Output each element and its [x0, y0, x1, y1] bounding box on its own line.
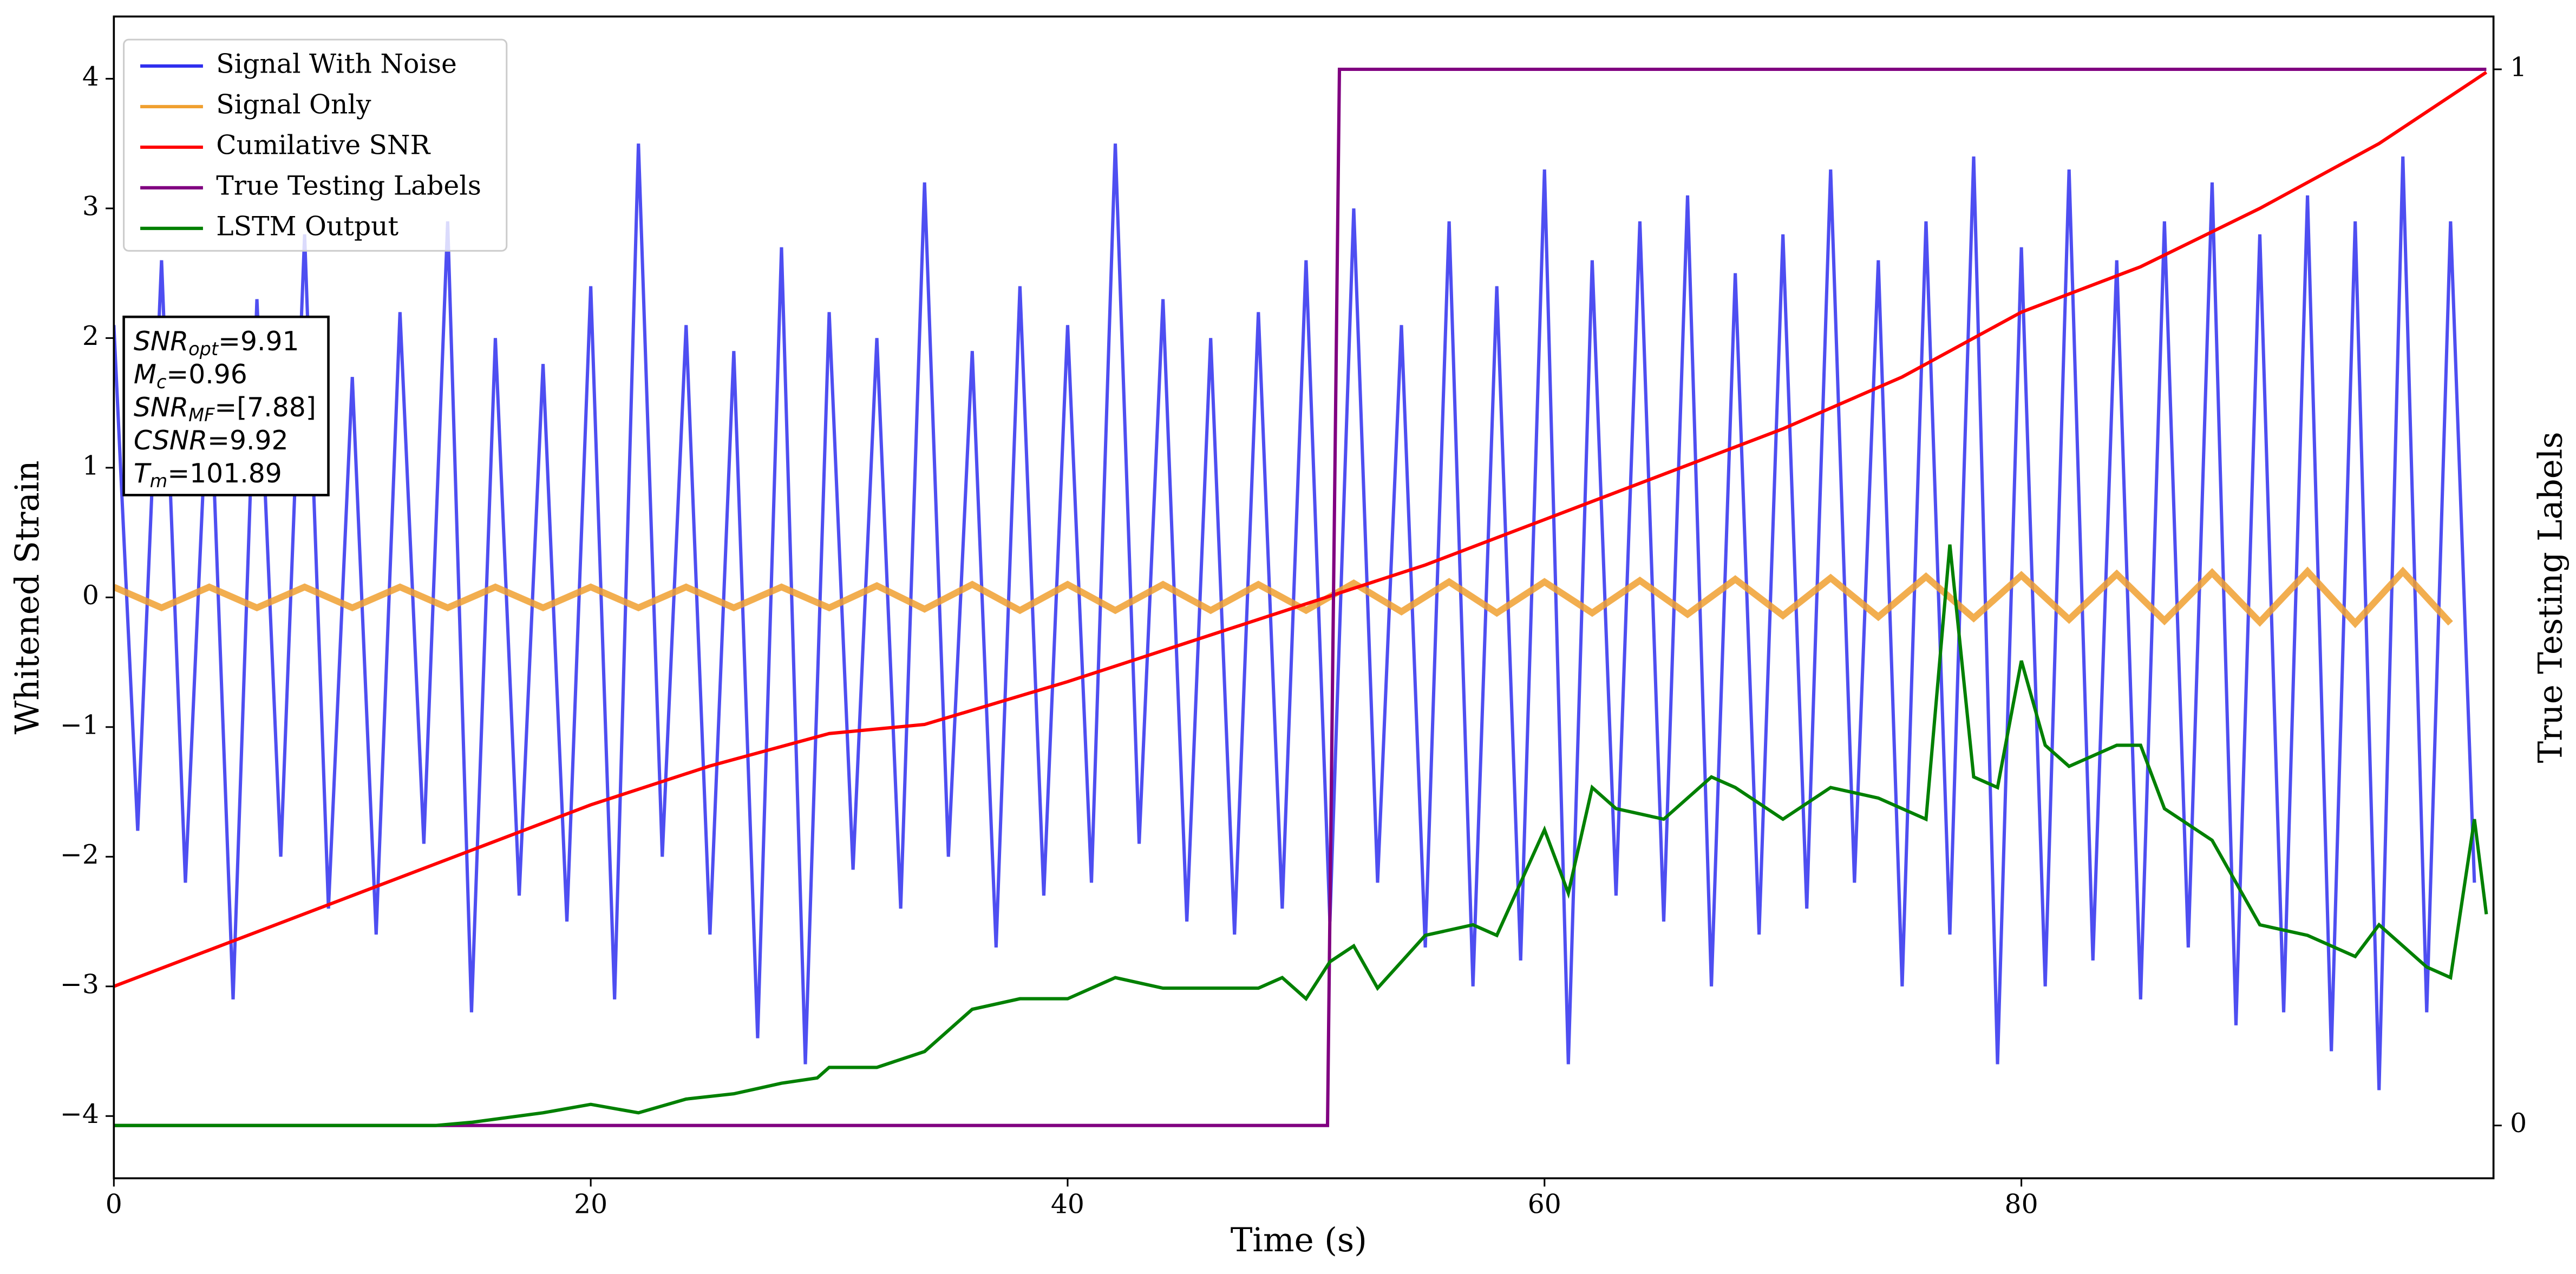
annotation-subscript: m: [150, 470, 168, 491]
legend-label: Signal With Noise: [216, 49, 457, 79]
y-tick-label: 4: [82, 62, 99, 92]
legend-label: Signal Only: [216, 89, 371, 120]
y-tick-label: 0: [82, 580, 99, 611]
annotation-subscript: MF: [188, 404, 215, 426]
legend-label: True Testing Labels: [216, 171, 481, 201]
annotation-symbol: SNR: [134, 393, 188, 423]
x-tick-label: 40: [1051, 1190, 1084, 1220]
series-line: [114, 143, 2476, 1090]
annotation-line: Mc=0.96: [134, 360, 247, 393]
annotation-line: CSNR=9.92: [134, 426, 289, 456]
y-tick-label: 2: [82, 321, 99, 351]
annotation-line: Tm=101.89: [134, 459, 282, 492]
annotation-value: =9.92: [207, 426, 288, 456]
annotation-symbol: SNR: [134, 326, 188, 357]
series-line: [114, 566, 2453, 629]
x-axis-label: Time (s): [1231, 1221, 1367, 1259]
annotation-symbol: M: [134, 360, 156, 390]
annotation-symbol: T: [134, 459, 152, 489]
annotation-line: SNRopt=9.91: [134, 326, 299, 360]
legend-box: [123, 38, 508, 252]
x-tick-label: 20: [574, 1190, 607, 1220]
annotation-value: =101.89: [167, 459, 282, 489]
y-tick-label: 1: [82, 450, 99, 481]
legend-label: LSTM Output: [216, 211, 398, 241]
y2-axis-label: True Testing Labels: [2531, 432, 2570, 763]
y-tick-label: 3: [82, 191, 99, 221]
y-tick-label: −4: [60, 1099, 99, 1129]
y2-tick-label: 0: [2510, 1108, 2527, 1139]
plot-frame: [113, 15, 2495, 1180]
annotation-value: =[7.88]: [214, 393, 316, 423]
y-axis-label: Whitened Strain: [8, 460, 47, 734]
series-line: [114, 544, 2488, 1127]
x-tick-label: 60: [1528, 1190, 1561, 1220]
y2-tick-label: 1: [2510, 53, 2527, 83]
annotation-line: SNRMF=[7.88]: [134, 393, 316, 426]
annotation-value: =0.96: [166, 360, 247, 390]
annotation-subscript: opt: [188, 338, 219, 360]
annotation-symbol: CSNR: [134, 426, 207, 456]
x-tick-label: 0: [106, 1190, 122, 1220]
y-tick-label: −1: [60, 710, 99, 740]
y-tick-label: −3: [60, 969, 99, 999]
series-line: [114, 70, 2488, 988]
x-tick-label: 80: [2005, 1190, 2038, 1220]
annotation-box: [122, 315, 330, 496]
y-tick-label: −2: [60, 840, 99, 870]
legend-label: Cumilative SNR: [216, 130, 430, 160]
annotation-value: =9.91: [218, 326, 299, 357]
annotation-subscript: c: [156, 371, 166, 393]
series-line: [114, 67, 2487, 1127]
